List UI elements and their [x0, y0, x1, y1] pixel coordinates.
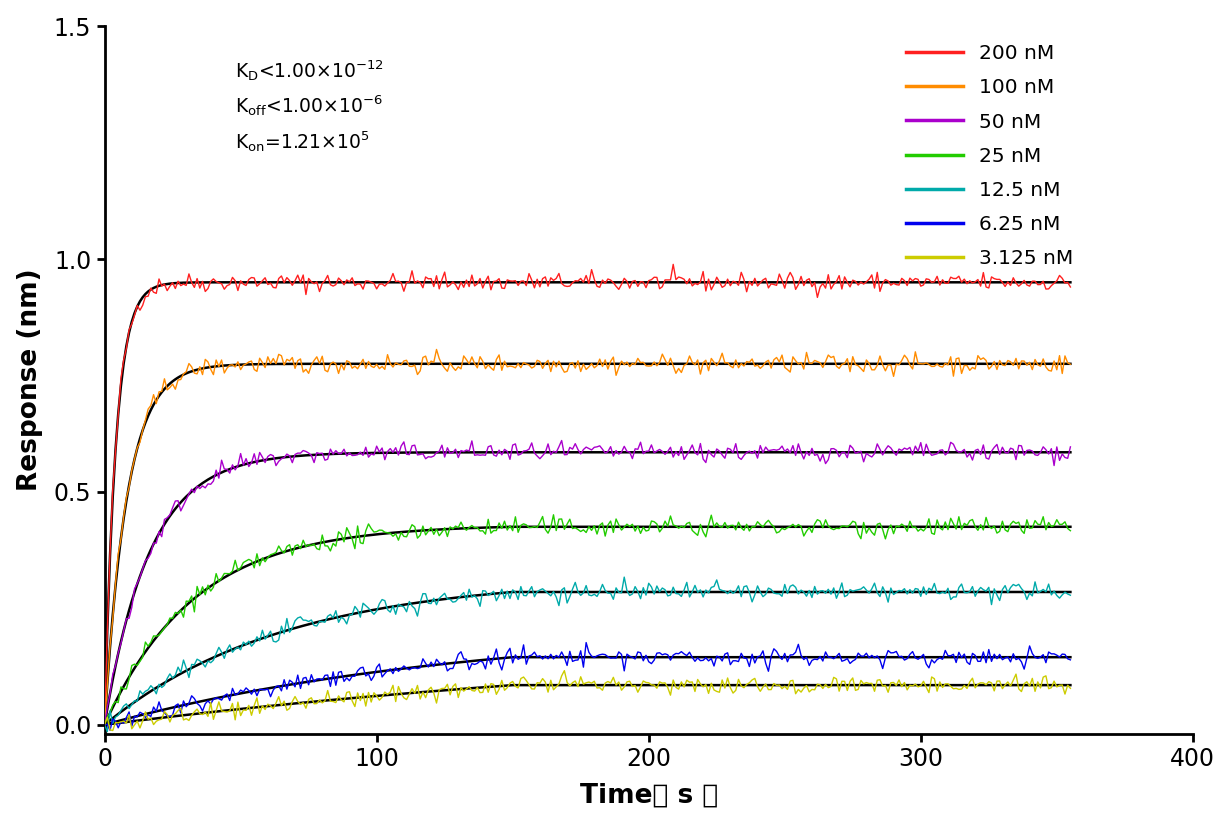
Text: K$_\mathrm{off}$<1.00×10$^{-6}$: K$_\mathrm{off}$<1.00×10$^{-6}$	[235, 93, 383, 118]
Text: K$_\mathrm{on}$=1.21×10$^{5}$: K$_\mathrm{on}$=1.21×10$^{5}$	[235, 129, 370, 153]
X-axis label: Time（ s ）: Time（ s ）	[579, 782, 718, 808]
Y-axis label: Response (nm): Response (nm)	[17, 269, 43, 492]
Text: K$_\mathrm{D}$<1.00×10$^{-12}$: K$_\mathrm{D}$<1.00×10$^{-12}$	[235, 58, 384, 82]
Legend: 200 nM, 100 nM, 50 nM, 25 nM, 12.5 nM, 6.25 nM, 3.125 nM: 200 nM, 100 nM, 50 nM, 25 nM, 12.5 nM, 6…	[898, 36, 1080, 276]
